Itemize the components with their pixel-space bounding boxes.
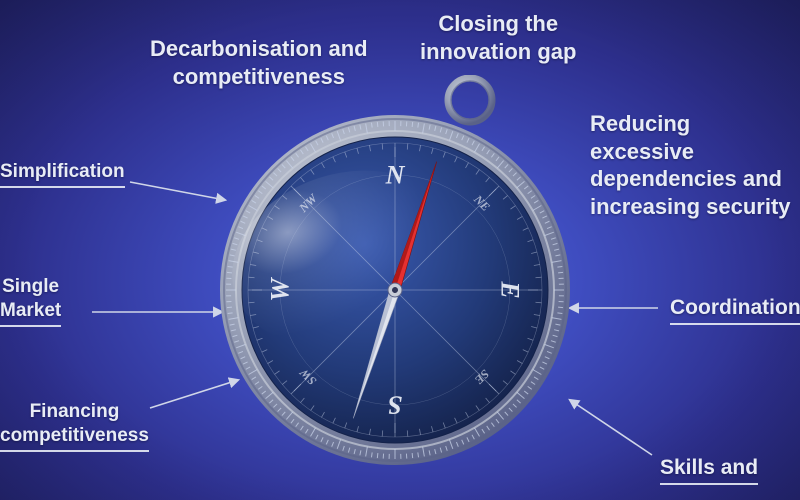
compass: NNEESESSWWNW	[180, 75, 610, 500]
svg-text:E: E	[496, 280, 525, 298]
compass-svg: NNEESESSWWNW	[180, 75, 610, 500]
svg-text:S: S	[388, 391, 402, 420]
